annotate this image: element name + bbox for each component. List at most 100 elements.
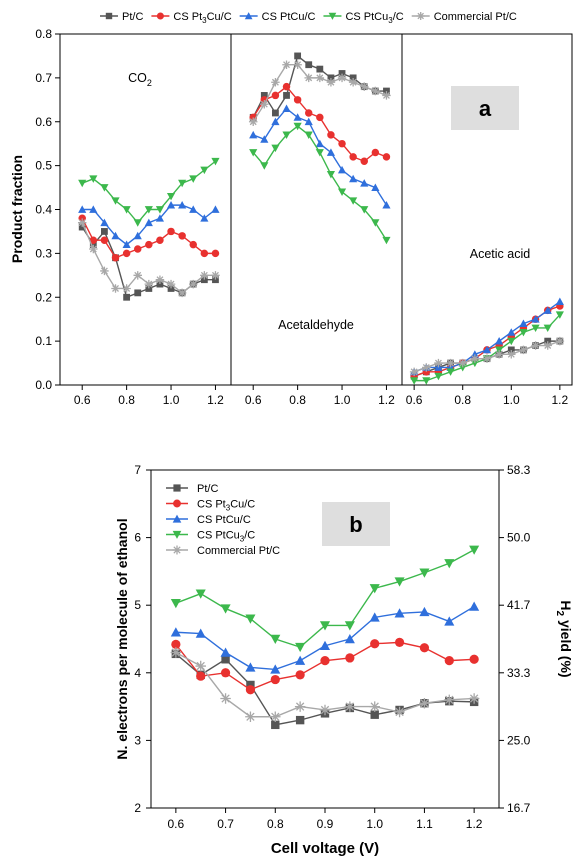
data-point-commercial-pt-c [494, 350, 504, 359]
data-point-cs-ptcu-c [394, 608, 405, 618]
data-point-commercial-pt-c [555, 336, 565, 346]
data-point-cs-ptcu-c [344, 633, 355, 644]
data-point-cs-ptcu-c [326, 148, 336, 156]
x-tick-label: 0.7 [217, 817, 234, 831]
data-point-pt-c [101, 228, 108, 235]
data-point-commercial-pt-c [282, 60, 291, 69]
legend-marker-cs-ptcu3-c [328, 12, 337, 20]
data-point-commercial-pt-c [543, 341, 552, 350]
data-point-cs-pt3cu-c [122, 249, 131, 258]
data-point-cs-ptcu-c [245, 662, 256, 672]
data-point-commercial-pt-c [444, 694, 455, 706]
data-point-commercial-pt-c [195, 660, 206, 672]
data-point-commercial-pt-c [319, 704, 331, 716]
data-point-cs-ptcu-c [155, 214, 165, 222]
data-point-cs-ptcu-c [144, 218, 153, 227]
x-axis-label-panel-b: Cell voltage (V) [271, 840, 379, 857]
legend-panel-b: Pt/C CS Pt3Cu/CCS PtCu/C CS PtCu3/CCommerc… [166, 483, 280, 557]
legend-label-cs-ptcu3-c: CS PtCu3/C [345, 11, 403, 25]
data-point-pt-c [316, 65, 324, 73]
legend-label-cs-ptcu3-c: CS PtCu3/C [197, 530, 255, 544]
data-point-commercial-pt-c [359, 82, 369, 91]
data-point-commercial-pt-c [122, 284, 131, 293]
data-point-cs-ptcu3-c [260, 162, 269, 170]
legend-label-pt-c: Pt/C [197, 483, 218, 495]
data-point-cs-pt3cu-c [200, 249, 209, 258]
y-tick-label: 5 [134, 598, 141, 612]
data-point-cs-ptcu3-c [519, 328, 528, 337]
x-tick-label: 0.6 [245, 393, 262, 407]
data-point-pt-c [145, 285, 153, 292]
data-point-cs-ptcu3-c [344, 621, 355, 631]
right-y-tick-label: 16.7 [507, 801, 531, 815]
data-point-pt-c [123, 293, 131, 301]
data-point-cs-ptcu-c [304, 117, 313, 126]
data-point-commercial-pt-c [468, 693, 480, 704]
data-point-cs-ptcu-c [369, 612, 380, 622]
data-point-commercial-pt-c [482, 354, 492, 363]
data-point-cs-ptcu3-c [410, 377, 419, 385]
legend-marker-commercial-pt-c [416, 12, 425, 20]
legend-marker-cs-ptcu-c [172, 514, 182, 523]
data-point-pt-c [349, 74, 357, 82]
data-point-cs-pt3cu-c [189, 240, 197, 249]
data-point-cs-ptcu-c [189, 205, 198, 213]
y-tick-label: 0.6 [35, 115, 52, 129]
legend-marker-cs-pt3cu-c [156, 12, 164, 20]
data-point-cs-ptcu-c [444, 616, 455, 626]
data-point-cs-pt3cu-c [133, 245, 142, 253]
data-point-cs-pt3cu-c [360, 157, 368, 165]
data-point-commercial-pt-c [348, 78, 358, 87]
x-tick-label: 0.6 [74, 393, 91, 407]
data-point-cs-pt3cu-c [245, 685, 256, 695]
data-point-cs-ptcu-c [519, 319, 528, 327]
data-point-pt-c [78, 223, 86, 231]
data-point-cs-ptcu-c [382, 201, 391, 209]
data-point-cs-ptcu3-c [422, 377, 431, 385]
data-point-cs-pt3cu-c [282, 82, 291, 91]
data-point-cs-ptcu3-c [394, 577, 405, 587]
data-point-commercial-pt-c [294, 701, 306, 712]
data-point-cs-ptcu3-c [270, 634, 281, 645]
data-point-cs-ptcu-c [293, 113, 302, 121]
data-point-pt-c [212, 276, 219, 284]
data-point-commercial-pt-c [133, 271, 142, 280]
data-point-cs-ptcu3-c [543, 324, 552, 333]
data-point-cs-pt3cu-c [469, 654, 479, 664]
data-point-commercial-pt-c [270, 711, 281, 722]
legend-marker-cs-ptcu3-c [172, 530, 182, 539]
x-tick-label: 0.8 [267, 817, 284, 831]
x-tick-label: 0.6 [168, 817, 185, 831]
data-point-cs-ptcu-c [200, 214, 209, 222]
data-point-cs-ptcu-c [211, 205, 220, 213]
data-point-cs-ptcu3-c [446, 368, 455, 376]
annotation-co2: CO2 [128, 71, 152, 88]
data-point-cs-pt3cu-c [89, 236, 98, 244]
axes-panel-b: 2 3 4 5 6 7 16.7 25.0 33.3 41.7 50.0 58.3 0.6 0.7 0.8 0… [134, 463, 530, 831]
data-point-cs-ptcu3-c [189, 175, 198, 183]
data-point-cs-ptcu3-c [249, 149, 258, 157]
legend-label-cs-ptcu-c: CS PtCu/C [262, 11, 316, 23]
right-y-tick-label: 33.3 [507, 666, 531, 680]
data-point-cs-ptcu3-c [89, 175, 98, 183]
data-point-commercial-pt-c [369, 701, 380, 712]
data-point-cs-ptcu3-c [78, 179, 87, 188]
data-point-cs-pt3cu-c [444, 656, 454, 666]
data-point-cs-ptcu-c [371, 183, 380, 191]
data-point-cs-pt3cu-c [295, 670, 305, 680]
x-tick-label: 0.6 [406, 393, 423, 407]
data-point-commercial-pt-c [245, 711, 256, 722]
data-point-cs-ptcu3-c [349, 197, 358, 205]
data-point-cs-ptcu-c [295, 655, 306, 665]
data-point-cs-ptcu3-c [369, 584, 380, 594]
data-point-cs-ptcu-c [89, 205, 98, 213]
data-point-pt-c [89, 241, 97, 248]
data-point-pt-c [221, 655, 230, 664]
data-point-cs-ptcu-c [555, 297, 564, 306]
data-point-commercial-pt-c [422, 363, 431, 372]
panel-label-box-a [451, 86, 519, 130]
data-point-cs-ptcu3-c [211, 157, 220, 166]
legend-label-cs-ptcu-c: CS PtCu/C [197, 514, 251, 526]
data-point-cs-ptcu3-c [419, 568, 430, 578]
